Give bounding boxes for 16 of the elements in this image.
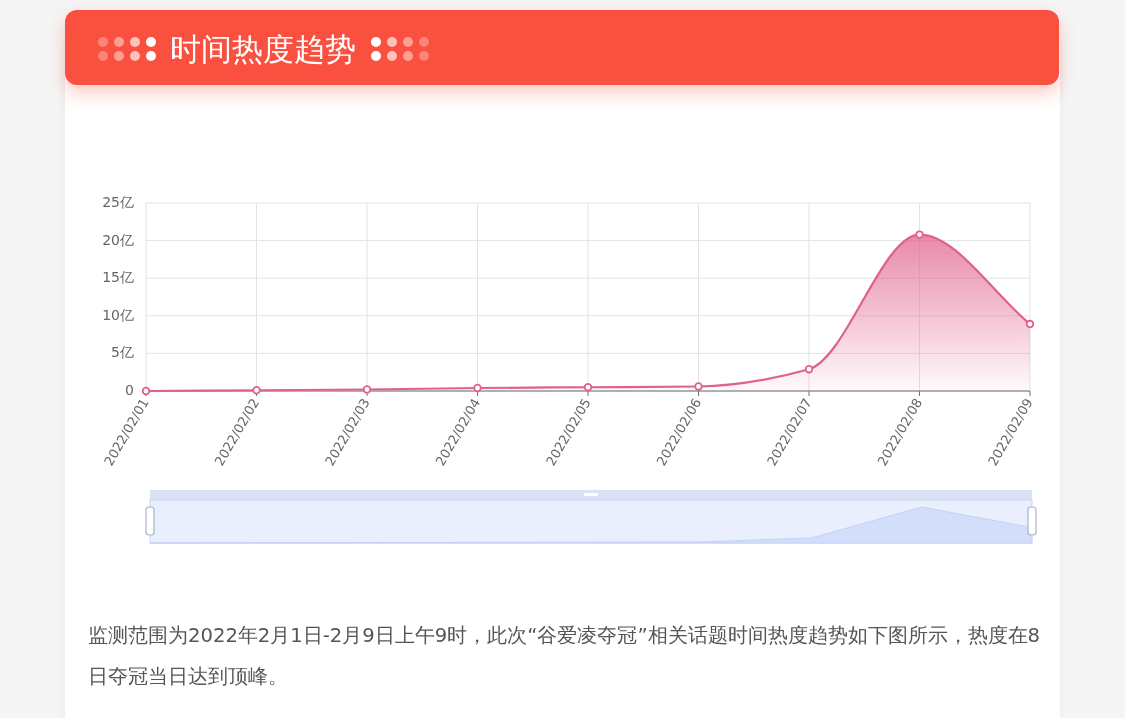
title: 时间热度趋势 — [170, 30, 356, 69]
point — [473, 383, 482, 393]
point — [252, 386, 261, 395]
point — [915, 230, 924, 239]
y-tick-label: 0 — [125, 382, 134, 398]
point — [362, 385, 372, 394]
y-tick-label: 20亿 — [102, 231, 134, 248]
point — [804, 364, 814, 374]
y-tick-label: 15亿 — [102, 269, 134, 286]
y-tick-label: 10亿 — [102, 306, 134, 323]
point — [694, 382, 703, 391]
text: 监测范围为2022年2月1日-2月9日上午9时，此次“谷爱凌夺冠”相关话题时间热度趋势如下图所示，热度在8日夺冠当日达到顶峰。 — [88, 623, 1042, 690]
y-tick-label: 25亿 — [102, 194, 134, 210]
y-tick-label: 5亿 — [111, 344, 134, 361]
point — [583, 383, 593, 392]
point — [1025, 319, 1035, 329]
